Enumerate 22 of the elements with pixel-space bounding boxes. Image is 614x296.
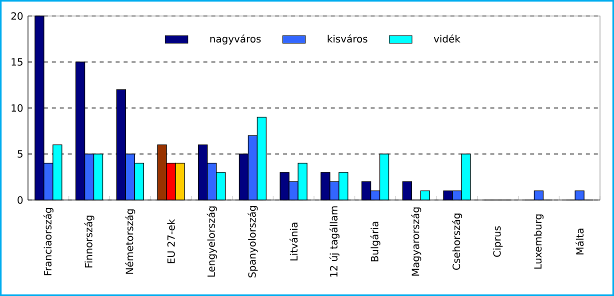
x-tick-label: Luxemburg [534,214,544,269]
y-tick-label: 10 [12,104,23,112]
x-tick-label: Málta [576,228,584,254]
x-tick-label: Spanyolország [248,206,258,278]
x-tick-label: Bulgária [370,222,380,262]
y-tick-label: 20 [11,12,23,20]
x-tick-label: 12 új tagállam [329,206,340,277]
y-tick-label: 5 [18,150,22,158]
x-tick-label: Csehország [452,214,462,270]
x-tick-label: Németország [125,209,136,274]
x-tick-label: EU 27-ek [167,219,175,264]
x-tick-label: Lengyelország [206,206,217,277]
legend-label: kisváros [328,34,368,43]
legend-label: nagyváros [210,34,261,44]
x-tick-label: Litvánia [290,222,298,260]
y-tick-label: 15 [12,58,22,66]
x-tick-label: Franciaország [43,208,54,276]
y-tick-label: 0 [18,196,23,204]
legend-label: vidék [434,34,460,43]
x-tick-label: Magyarország [411,208,422,276]
x-tick-label: Finnország [84,216,94,268]
x-tick-label: Ciprus [493,226,503,257]
